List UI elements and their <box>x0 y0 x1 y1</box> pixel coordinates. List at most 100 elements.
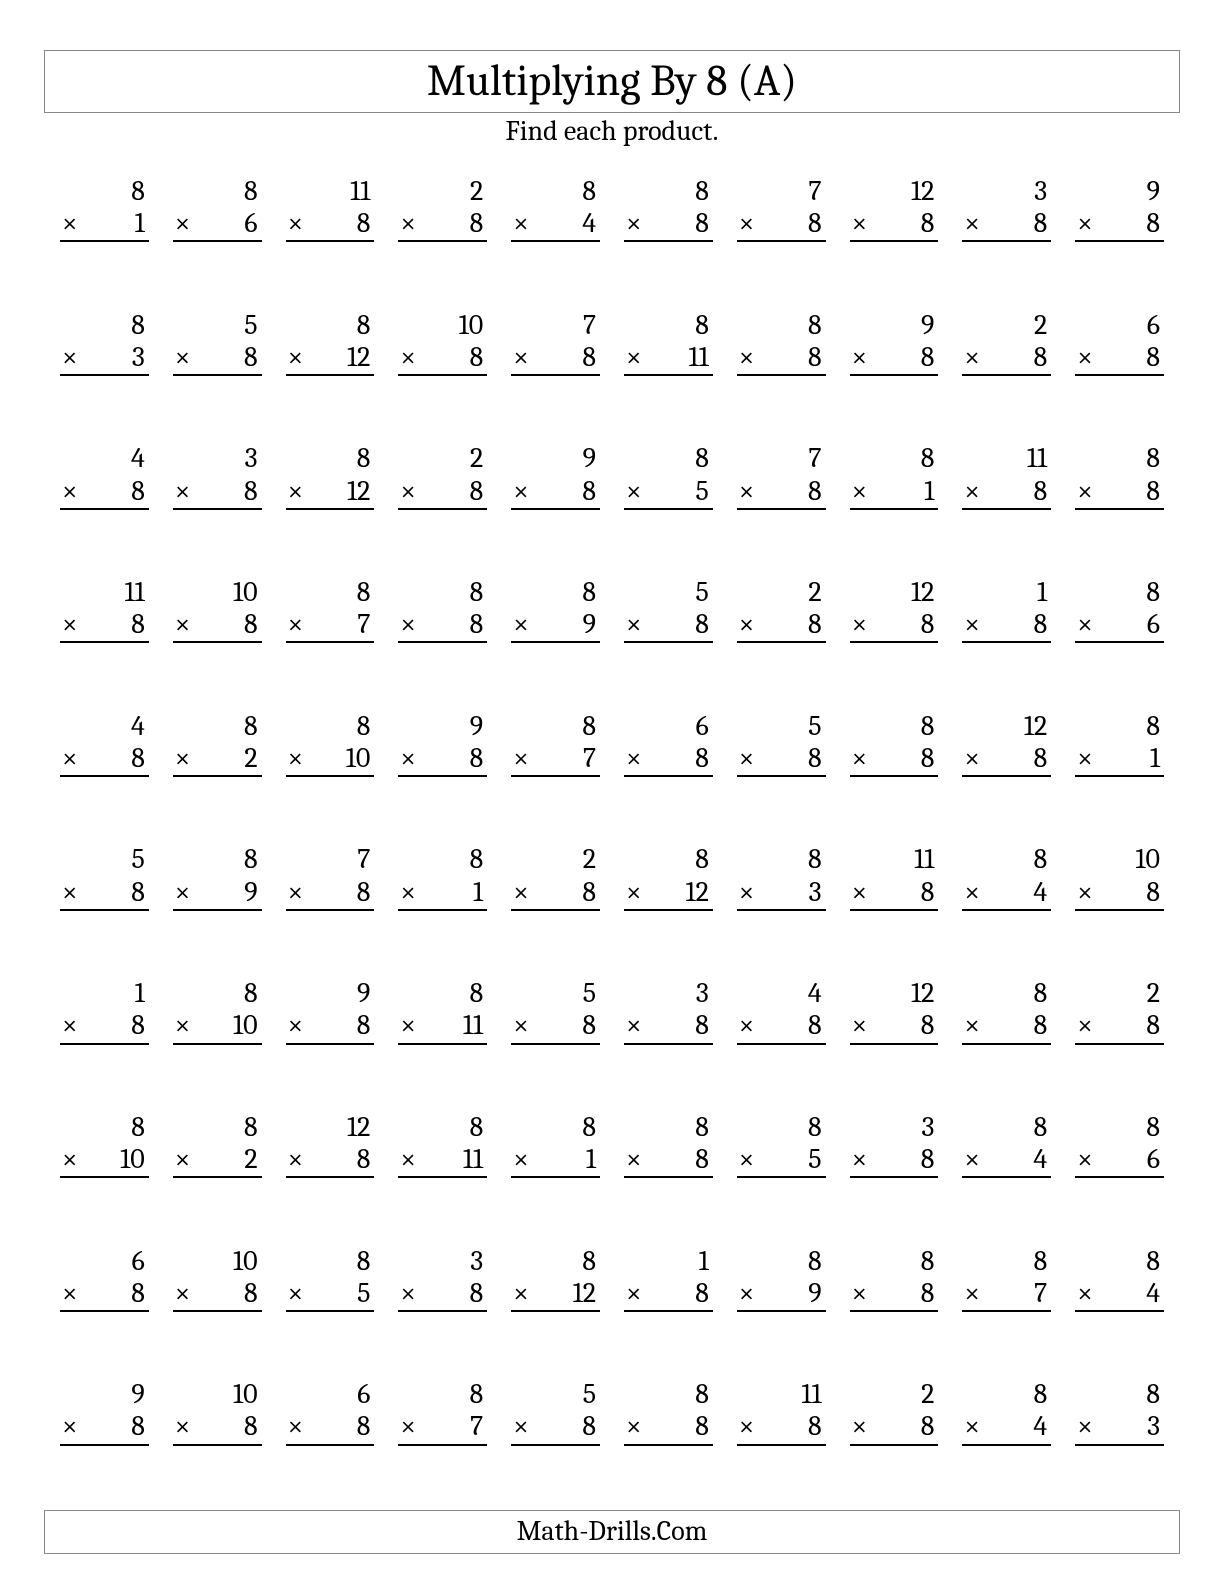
multiplication-problem: 7×8 <box>737 175 826 277</box>
multiplier: 8 <box>131 608 145 640</box>
multiplicand: 8 <box>511 1111 600 1143</box>
operator: × <box>286 1009 304 1041</box>
multiplier: 8 <box>244 341 258 373</box>
multiplicand: 2 <box>737 576 826 608</box>
multiplication-problem: 12×8 <box>850 175 939 277</box>
operator: × <box>737 475 755 507</box>
multiplicand: 10 <box>1075 843 1164 875</box>
multiplier-row: ×8 <box>60 1410 149 1445</box>
multiplicand: 2 <box>398 442 487 474</box>
multiplicand: 3 <box>962 175 1051 207</box>
multiplication-problem: 5×8 <box>60 843 149 945</box>
multiplier: 8 <box>1034 742 1048 774</box>
multiplier: 8 <box>921 1009 935 1041</box>
operator: × <box>962 475 980 507</box>
multiplier: 8 <box>808 207 822 239</box>
operator: × <box>60 207 78 239</box>
multiplier-row: ×8 <box>850 742 939 777</box>
multiplication-problem: 8×7 <box>511 710 600 812</box>
multiplication-problem: 8×4 <box>962 1378 1051 1480</box>
operator: × <box>962 742 980 774</box>
multiplicand: 9 <box>1075 175 1164 207</box>
multiplier-row: ×3 <box>737 876 826 911</box>
multiplicand: 10 <box>173 576 262 608</box>
multiplication-problem: 8×4 <box>1075 1245 1164 1347</box>
multiplicand: 4 <box>60 710 149 742</box>
multiplier-row: ×8 <box>624 1009 713 1044</box>
multiplier: 9 <box>583 608 596 640</box>
multiplier-row: ×8 <box>286 1410 375 1445</box>
multiplier: 8 <box>808 1009 822 1041</box>
multiplication-problem: 8×2 <box>173 1111 262 1213</box>
operator: × <box>1075 341 1093 373</box>
multiplier: 8 <box>921 1277 935 1309</box>
multiplier: 4 <box>1033 1143 1047 1175</box>
multiplication-problem: 6×8 <box>624 710 713 812</box>
multiplication-problem: 8×7 <box>398 1378 487 1480</box>
multiplicand: 8 <box>962 977 1051 1009</box>
multiplier: 8 <box>695 1277 709 1309</box>
multiplicand: 8 <box>511 710 600 742</box>
operator: × <box>962 1410 980 1442</box>
multiplicand: 8 <box>624 175 713 207</box>
multiplier-row: ×1 <box>511 1143 600 1178</box>
multiplier: 2 <box>244 1143 257 1175</box>
multiplier: 4 <box>1146 1277 1160 1309</box>
multiplier: 8 <box>1146 475 1160 507</box>
multiplicand: 1 <box>624 1245 713 1277</box>
multiplicand: 6 <box>286 1378 375 1410</box>
multiplier-row: ×8 <box>624 1410 713 1445</box>
operator: × <box>398 341 416 373</box>
multiplier: 8 <box>808 1410 822 1442</box>
multiplier: 6 <box>1147 1143 1160 1175</box>
multiplier: 10 <box>120 1143 145 1175</box>
multiplicand: 5 <box>511 977 600 1009</box>
multiplicand: 2 <box>511 843 600 875</box>
multiplication-problem: 8×1 <box>511 1111 600 1213</box>
multiplier-row: ×12 <box>286 475 375 510</box>
multiplier-row: ×8 <box>737 475 826 510</box>
multiplicand: 12 <box>850 576 939 608</box>
multiplicand: 9 <box>511 442 600 474</box>
multiplier-row: ×8 <box>286 1143 375 1178</box>
multiplicand: 8 <box>173 977 262 1009</box>
operator: × <box>1075 1009 1093 1041</box>
multiplier-row: ×8 <box>962 475 1051 510</box>
multiplier: 1 <box>135 207 145 239</box>
multiplicand: 8 <box>962 1378 1051 1410</box>
multiplication-problem: 8×9 <box>511 576 600 678</box>
multiplier-row: ×4 <box>511 207 600 242</box>
multiplier-row: ×7 <box>511 742 600 777</box>
operator: × <box>850 207 868 239</box>
multiplication-problem: 5×8 <box>173 309 262 411</box>
operator: × <box>286 608 304 640</box>
multiplication-problem: 8×11 <box>398 977 487 1079</box>
multiplicand: 8 <box>1075 1245 1164 1277</box>
operator: × <box>850 1410 868 1442</box>
operator: × <box>624 742 642 774</box>
multiplicand: 8 <box>60 1111 149 1143</box>
operator: × <box>398 475 416 507</box>
multiplication-problem: 2×8 <box>398 175 487 277</box>
multiplication-problem: 2×8 <box>1075 977 1164 1079</box>
multiplication-problem: 8× 1 <box>60 175 149 277</box>
multiplication-problem: 1×8 <box>60 977 149 1079</box>
multiplication-problem: 10×8 <box>398 309 487 411</box>
operator: × <box>60 475 78 507</box>
multiplication-problem: 11×8 <box>737 1378 826 1480</box>
multiplier: 8 <box>695 1143 709 1175</box>
multiplier: 8 <box>131 1009 145 1041</box>
multiplier: 8 <box>1146 876 1160 908</box>
multiplier-row: ×1 <box>850 475 939 510</box>
operator: × <box>60 742 78 774</box>
multiplicand: 7 <box>737 442 826 474</box>
operator: × <box>286 742 304 774</box>
multiplier: 8 <box>244 608 258 640</box>
multiplicand: 8 <box>60 175 149 207</box>
operator: × <box>624 1009 642 1041</box>
multiplicand: 5 <box>511 1378 600 1410</box>
multiplication-problem: 5×8 <box>737 710 826 812</box>
multiplication-problem: 2×8 <box>850 1378 939 1480</box>
multiplication-problem: 10×8 <box>1075 843 1164 945</box>
multiplier-row: ×8 <box>286 876 375 911</box>
